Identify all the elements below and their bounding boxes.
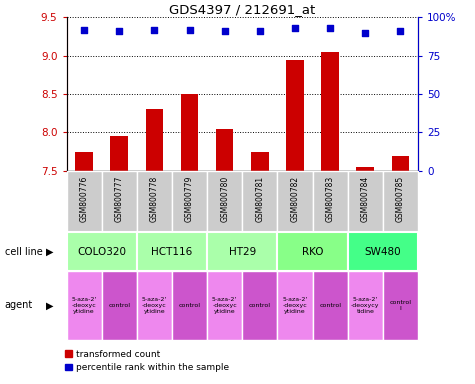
Bar xyxy=(137,232,207,271)
Bar xyxy=(75,152,93,171)
Text: GSM800778: GSM800778 xyxy=(150,176,159,222)
Bar xyxy=(242,171,277,232)
Text: 5-aza-2'
-deoxyc
ytidine: 5-aza-2' -deoxyc ytidine xyxy=(212,297,238,314)
Point xyxy=(186,26,193,33)
Bar xyxy=(313,171,348,232)
Bar xyxy=(137,171,172,232)
Bar xyxy=(137,271,172,340)
Bar xyxy=(383,171,418,232)
Text: ▶: ▶ xyxy=(46,247,54,257)
Point xyxy=(361,30,369,36)
Bar xyxy=(391,156,409,171)
Point xyxy=(80,26,88,33)
Text: GSM800781: GSM800781 xyxy=(256,176,264,222)
Text: 5-aza-2'
-deoxyc
ytidine: 5-aza-2' -deoxyc ytidine xyxy=(142,297,167,314)
Bar xyxy=(172,271,207,340)
Bar xyxy=(110,136,128,171)
Bar xyxy=(321,52,339,171)
Bar xyxy=(207,232,277,271)
Bar xyxy=(242,271,277,340)
Point xyxy=(397,28,404,34)
Bar xyxy=(66,271,102,340)
Bar xyxy=(348,232,418,271)
Text: RKO: RKO xyxy=(302,247,323,257)
Point xyxy=(115,28,123,34)
Text: ▶: ▶ xyxy=(46,300,54,310)
Bar xyxy=(383,271,418,340)
Text: 5-aza-2'
-deoxyc
ytidine: 5-aza-2' -deoxyc ytidine xyxy=(71,297,97,314)
Text: cell line: cell line xyxy=(5,247,42,257)
Bar xyxy=(66,232,137,271)
Text: control
l: control l xyxy=(390,300,411,311)
Point xyxy=(221,28,228,34)
Bar xyxy=(102,171,137,232)
Bar xyxy=(348,171,383,232)
Text: 5-aza-2'
-deoxycy
tidine: 5-aza-2' -deoxycy tidine xyxy=(351,297,380,314)
Bar xyxy=(216,129,233,171)
Bar xyxy=(277,271,313,340)
Text: control: control xyxy=(108,303,130,308)
Bar xyxy=(348,271,383,340)
Text: 5-aza-2'
-deoxyc
ytidine: 5-aza-2' -deoxyc ytidine xyxy=(282,297,308,314)
Point xyxy=(151,26,158,33)
Text: HCT116: HCT116 xyxy=(152,247,192,257)
Bar xyxy=(172,171,207,232)
Text: agent: agent xyxy=(5,300,33,310)
Bar xyxy=(207,271,242,340)
Bar xyxy=(102,271,137,340)
Legend: transformed count, percentile rank within the sample: transformed count, percentile rank withi… xyxy=(62,346,233,376)
Point xyxy=(291,25,299,31)
Text: GSM800785: GSM800785 xyxy=(396,176,405,222)
Point xyxy=(326,25,334,31)
Title: GDS4397 / 212691_at: GDS4397 / 212691_at xyxy=(169,3,315,16)
Text: GSM800782: GSM800782 xyxy=(291,176,299,222)
Bar xyxy=(286,60,304,171)
Bar xyxy=(251,152,269,171)
Text: control: control xyxy=(179,303,200,308)
Point xyxy=(256,28,264,34)
Bar xyxy=(207,171,242,232)
Text: SW480: SW480 xyxy=(364,247,401,257)
Text: GSM800779: GSM800779 xyxy=(185,176,194,222)
Text: GSM800783: GSM800783 xyxy=(326,176,334,222)
Bar xyxy=(180,94,199,171)
Bar xyxy=(145,109,163,171)
Bar xyxy=(277,232,348,271)
Text: HT29: HT29 xyxy=(228,247,256,257)
Text: GSM800784: GSM800784 xyxy=(361,176,370,222)
Text: control: control xyxy=(249,303,271,308)
Text: GSM800777: GSM800777 xyxy=(115,176,124,222)
Bar xyxy=(356,167,374,171)
Bar xyxy=(313,271,348,340)
Bar xyxy=(66,171,102,232)
Text: COLO320: COLO320 xyxy=(77,247,126,257)
Text: control: control xyxy=(319,303,341,308)
Text: GSM800780: GSM800780 xyxy=(220,176,229,222)
Bar xyxy=(277,171,313,232)
Text: GSM800776: GSM800776 xyxy=(80,176,88,222)
